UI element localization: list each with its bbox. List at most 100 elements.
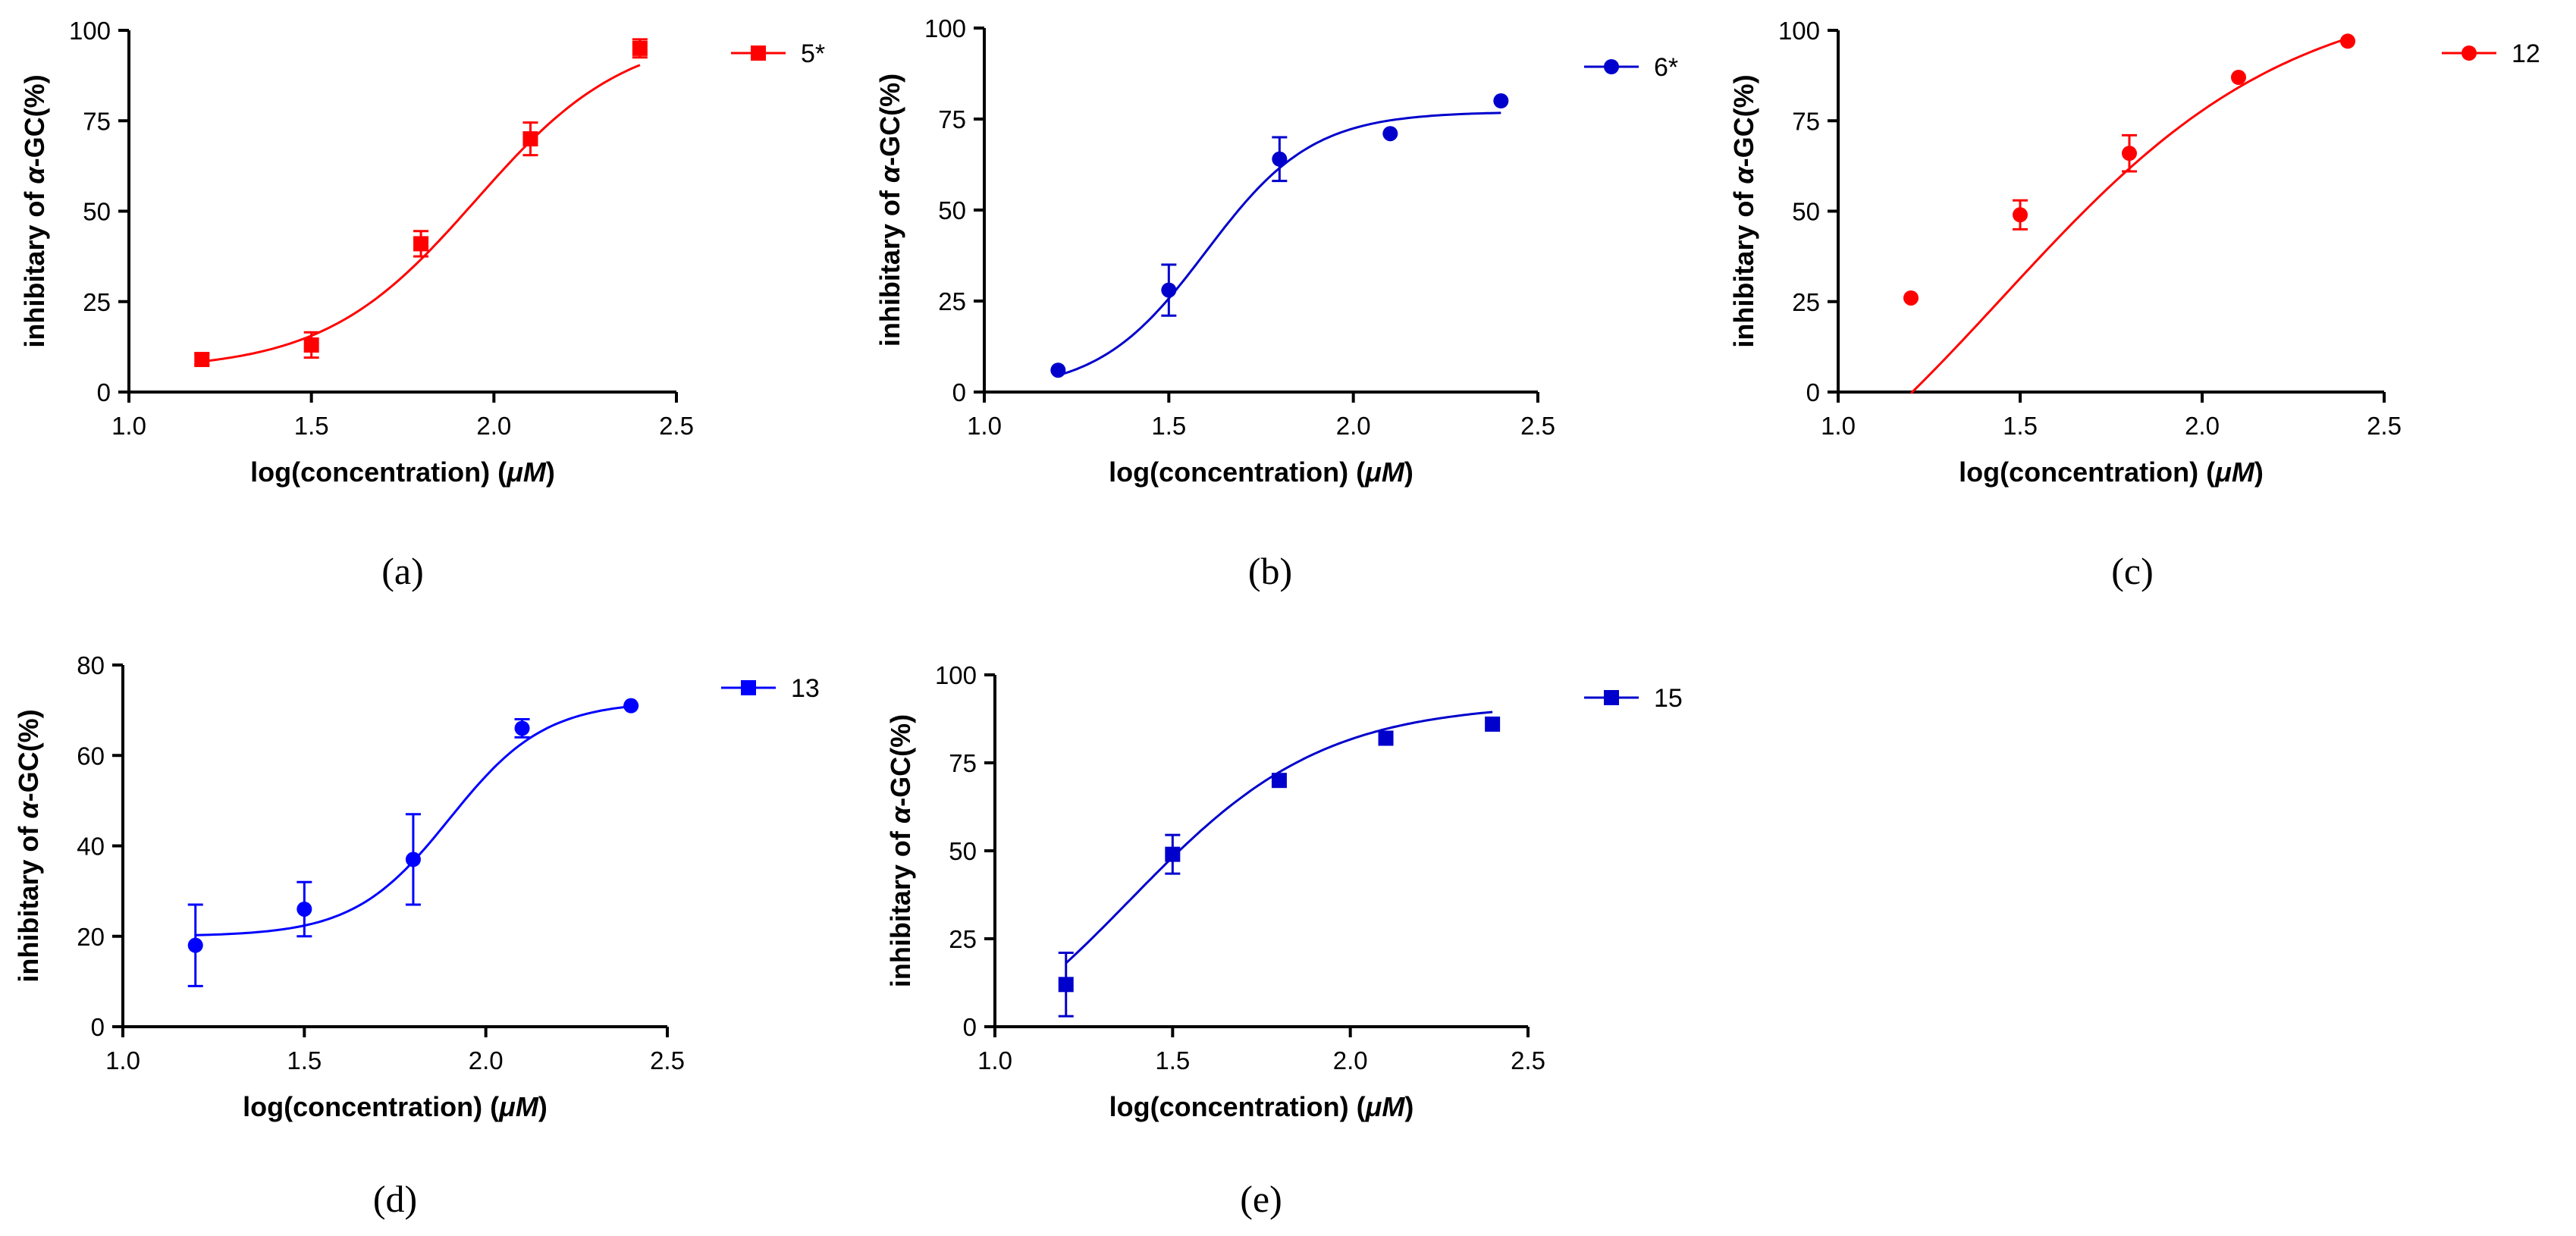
legend-marker — [751, 45, 766, 61]
legend-label: 5* — [801, 39, 825, 68]
x-tick-label: 1.0 — [977, 1046, 1012, 1074]
y-tick-label: 100 — [924, 14, 966, 42]
y-tick-label: 75 — [949, 749, 977, 777]
y-tick-label: 0 — [97, 378, 111, 406]
y-tick-label: 40 — [77, 833, 105, 861]
x-axis-label: log(concentration) (μM) — [250, 456, 555, 488]
data-point — [413, 236, 429, 252]
data-point — [632, 40, 648, 56]
chart-panel-3: 0 25 50 75 100 1.0 1.5 2.0 2.5 log(concentration)… — [1728, 17, 2540, 592]
y-tick-label: 25 — [83, 288, 111, 316]
x-axis-label: log(concentration) (μM) — [243, 1091, 548, 1122]
y-axis-label: inhibitary of α-GC(%) — [19, 74, 50, 347]
data-point — [194, 352, 210, 368]
y-tick-label: 100 — [69, 17, 111, 45]
y-tick-label: 50 — [938, 196, 966, 224]
x-tick-label: 2.0 — [1333, 1046, 1368, 1074]
data-point — [522, 131, 538, 147]
x-tick-label: 2.0 — [469, 1046, 504, 1074]
x-tick-label: 1.0 — [111, 412, 146, 440]
panel-caption: (e) — [1240, 1178, 1282, 1220]
data-point — [303, 337, 319, 353]
y-tick-label: 0 — [1806, 378, 1820, 406]
data-point — [187, 937, 203, 953]
panel-caption: (c) — [2111, 550, 2154, 592]
fit-curve — [1065, 711, 1493, 965]
y-tick-label: 50 — [1792, 198, 1820, 226]
y-tick-label: 25 — [1792, 288, 1820, 316]
data-point — [405, 852, 421, 867]
y-axis-label: inhibitary of α-GC(%) — [13, 709, 44, 982]
x-tick-label: 2.5 — [650, 1046, 685, 1074]
x-tick-label: 2.5 — [1511, 1046, 1545, 1074]
x-tick-label: 2.0 — [2185, 412, 2220, 440]
x-tick-label: 1.5 — [2003, 412, 2038, 440]
legend-label: 6* — [1654, 53, 1678, 82]
data-point — [1271, 773, 1287, 789]
legend: 6* — [1584, 53, 1678, 82]
data-point — [297, 901, 312, 917]
legend-marker — [741, 680, 756, 695]
legend-label: 12 — [2512, 39, 2540, 68]
x-tick-label: 2.0 — [476, 412, 511, 440]
data-point — [623, 698, 639, 714]
legend-label: 15 — [1654, 684, 1683, 713]
x-tick-label: 1.0 — [967, 412, 1002, 440]
legend-marker — [1604, 59, 1619, 74]
y-tick-label: 75 — [938, 105, 966, 133]
data-point — [1050, 362, 1066, 378]
y-tick-label: 0 — [952, 378, 966, 406]
legend: 15 — [1584, 684, 1683, 713]
data-point — [2340, 33, 2355, 49]
x-tick-label: 1.5 — [1155, 1046, 1190, 1074]
legend-label: 13 — [791, 674, 820, 703]
y-tick-label: 20 — [77, 923, 105, 951]
legend-marker — [1604, 690, 1619, 705]
y-tick-label: 25 — [949, 925, 977, 953]
data-point — [1493, 93, 1509, 108]
y-tick-label: 80 — [77, 651, 105, 679]
x-axis-label: log(concentration) (μM) — [1109, 456, 1414, 488]
chart-panel-4: 0 20 40 60 80 1.0 1.5 2.0 2.5 log(concentration) … — [13, 651, 820, 1220]
data-point — [514, 720, 530, 736]
data-point — [1382, 126, 1398, 142]
legend: 13 — [721, 674, 820, 703]
x-tick-label: 2.5 — [1520, 412, 1555, 440]
y-tick-label: 50 — [83, 198, 111, 226]
x-axis-label: log(concentration) (μM) — [1109, 1091, 1414, 1122]
data-point — [1378, 730, 1394, 746]
x-axis-label: log(concentration) (μM) — [1959, 456, 2264, 488]
data-point — [1485, 716, 1501, 732]
x-tick-label: 1.5 — [1151, 412, 1186, 440]
y-axis-label: inhibitary of α-GC(%) — [874, 74, 905, 347]
data-point — [1903, 290, 1919, 306]
legend: 5* — [731, 39, 825, 68]
data-point — [1161, 282, 1177, 298]
y-tick-label: 75 — [1792, 107, 1820, 135]
fit-curve — [202, 64, 641, 363]
legend-marker — [2461, 45, 2477, 61]
x-tick-label: 1.0 — [1821, 412, 1856, 440]
chart-panel-1: 0 25 50 75 100 1.0 1.5 2.0 2.5 log(concentration)… — [19, 17, 825, 592]
y-tick-label: 25 — [938, 287, 966, 315]
y-tick-label: 50 — [949, 837, 977, 865]
data-point — [1272, 151, 1288, 167]
chart-panel-2: 0 25 50 75 100 1.0 1.5 2.0 2.5 log(concentration)… — [874, 14, 1678, 592]
y-tick-label: 100 — [935, 661, 977, 689]
x-tick-label: 2.0 — [1336, 412, 1371, 440]
x-tick-label: 1.5 — [287, 1046, 322, 1074]
data-point — [1058, 977, 1074, 993]
chart-panel-5: 0 25 50 75 100 1.0 1.5 2.0 2.5 log(concentration)… — [885, 661, 1683, 1220]
data-point — [2013, 207, 2028, 223]
data-point — [1165, 846, 1181, 862]
panel-caption: (a) — [381, 550, 424, 592]
y-tick-label: 100 — [1778, 17, 1820, 45]
data-point — [2122, 146, 2137, 162]
legend: 12 — [2442, 39, 2540, 68]
data-point — [2231, 70, 2246, 86]
panel-caption: (b) — [1248, 550, 1292, 592]
x-tick-label: 2.5 — [659, 412, 694, 440]
x-tick-label: 1.5 — [294, 412, 329, 440]
y-axis-label: inhibitary of α-GC(%) — [1728, 74, 1759, 347]
